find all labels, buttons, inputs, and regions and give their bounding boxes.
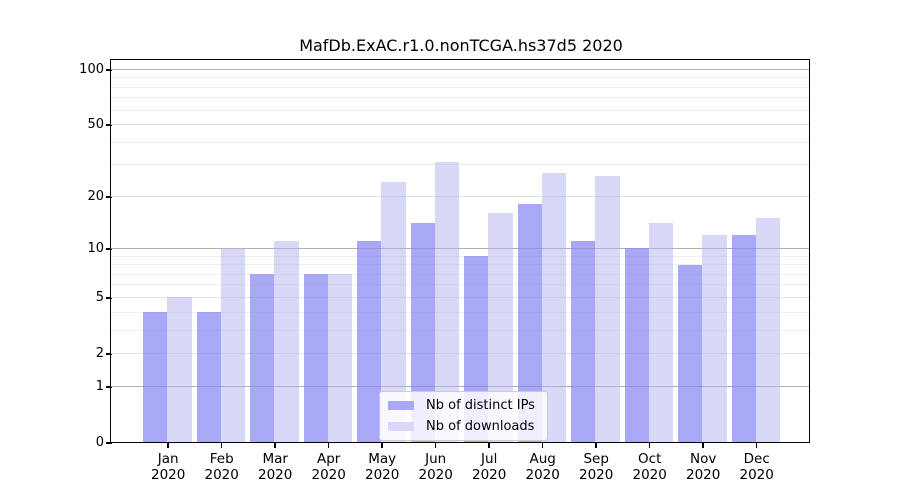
gridline (111, 385, 810, 387)
x-tick-label: Dec 2020 (739, 451, 774, 483)
gridline (111, 86, 810, 88)
bar-distinct-ips-dec (731, 234, 756, 443)
y-tick-label: 20 (87, 188, 104, 204)
y-tick-mark (106, 124, 112, 127)
gridline (111, 352, 810, 354)
x-tick-mark (327, 443, 330, 448)
legend-swatch-distinct-ips (388, 401, 414, 410)
gridline (111, 255, 810, 257)
gridline (111, 77, 810, 79)
gridline (111, 273, 810, 275)
y-tick-mark (106, 442, 112, 444)
bar-downloads-apr (327, 274, 353, 443)
gridline (111, 284, 810, 286)
gridline (111, 329, 810, 331)
gridline (111, 311, 810, 313)
bar-distinct-ips-mar (250, 274, 275, 443)
bar-distinct-ips-oct (624, 248, 649, 443)
gridline (111, 141, 810, 143)
x-tick-mark (381, 443, 383, 448)
x-tick-mark (702, 443, 704, 448)
y-tick-label: 2 (95, 346, 104, 362)
bar-distinct-ips-apr (303, 274, 328, 443)
gridline (111, 123, 810, 125)
legend-swatch-downloads (388, 422, 414, 431)
gridline (111, 247, 810, 249)
legend-entry-distinct-ips: Nb of distinct IPs (388, 398, 535, 413)
x-tick-label: Jul 2020 (472, 451, 507, 483)
legend-entry-downloads: Nb of downloads (388, 419, 535, 434)
legend-label-distinct-ips: Nb of distinct IPs (426, 398, 535, 413)
bar-downloads-nov (702, 234, 727, 443)
x-tick-label: Feb 2020 (204, 451, 239, 483)
x-tick-label: Mar 2020 (258, 451, 293, 483)
y-tick-label: 50 (87, 117, 104, 133)
y-tick-mark (106, 297, 112, 299)
x-tick-mark (488, 443, 490, 448)
y-tick-label: 100 (79, 62, 104, 78)
bar-distinct-ips-may (357, 241, 382, 443)
bar-downloads-dec (755, 218, 781, 443)
gridline (111, 109, 810, 111)
y-tick-label: 0 (95, 435, 104, 450)
x-tick-label: Jan 2020 (151, 451, 186, 483)
y-tick-label: 5 (95, 290, 104, 306)
bar-downloads-feb (220, 248, 246, 443)
bar-distinct-ips-jan (143, 312, 168, 443)
bar-distinct-ips-sep (571, 241, 596, 443)
x-tick-label: Nov 2020 (686, 451, 721, 483)
y-tick-mark (106, 353, 112, 356)
gridline (111, 97, 810, 99)
y-tick-mark (106, 69, 112, 71)
gridline (111, 195, 810, 197)
x-tick-mark (167, 443, 169, 448)
legend-label-downloads: Nb of downloads (426, 419, 535, 434)
gridline (111, 296, 810, 298)
x-tick-label: Aug 2020 (525, 451, 560, 483)
bar-distinct-ips-nov (678, 264, 703, 443)
gridline (111, 164, 810, 166)
x-tick-mark (220, 443, 223, 448)
x-tick-label: May 2020 (365, 451, 400, 483)
x-tick-mark (274, 443, 276, 448)
x-tick-mark (434, 443, 437, 448)
bar-distinct-ips-feb (196, 312, 221, 443)
x-tick-mark (595, 443, 597, 448)
y-tick-mark (106, 386, 112, 388)
y-tick-mark (106, 196, 112, 198)
gridline (111, 264, 810, 266)
x-tick-mark (755, 443, 758, 448)
legend: Nb of distinct IPs Nb of downloads (379, 391, 548, 441)
x-tick-label: Apr 2020 (311, 451, 346, 483)
x-tick-label: Jun 2020 (418, 451, 453, 483)
y-tick-mark (106, 248, 112, 251)
chart-title: MafDb.ExAC.r1.0.nonTCGA.hs37d5 2020 (299, 36, 623, 55)
bar-downloads-jan (167, 297, 192, 443)
y-tick-label: 10 (87, 241, 104, 257)
plot-area (110, 59, 811, 444)
x-tick-mark (648, 443, 651, 448)
bar-downloads-mar (274, 241, 299, 443)
x-tick-label: Sep 2020 (579, 451, 614, 483)
x-tick-mark (541, 443, 544, 448)
y-tick-label: 1 (95, 378, 104, 394)
gridline (111, 68, 810, 70)
x-tick-label: Oct 2020 (632, 451, 667, 483)
bar-downloads-oct (648, 223, 674, 443)
bar-downloads-sep (595, 175, 620, 443)
